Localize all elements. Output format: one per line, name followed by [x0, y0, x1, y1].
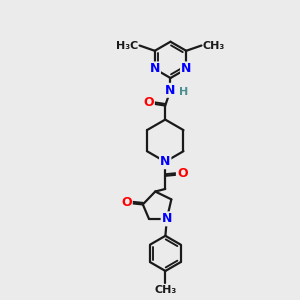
Text: N: N	[150, 62, 160, 75]
Text: N: N	[181, 62, 191, 75]
Text: H₃C: H₃C	[116, 40, 138, 50]
Text: O: O	[121, 196, 132, 209]
Text: N: N	[160, 155, 170, 168]
Text: H: H	[179, 87, 188, 97]
Text: CH₃: CH₃	[202, 40, 225, 50]
Text: CH₃: CH₃	[154, 285, 176, 295]
Text: N: N	[165, 84, 176, 97]
Text: O: O	[177, 167, 188, 180]
Text: O: O	[143, 96, 154, 109]
Text: N: N	[162, 212, 172, 225]
